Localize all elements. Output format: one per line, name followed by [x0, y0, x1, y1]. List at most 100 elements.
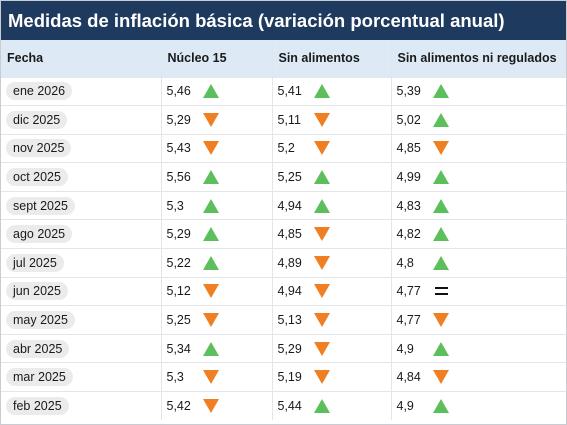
column-header-sin-alimentos-ni-regulados[interactable]: Sin alimentos ni regulados [390, 40, 566, 77]
value-text: 4,9 [396, 399, 414, 414]
triangle-down-icon [202, 313, 219, 328]
value-text: 4,82 [396, 227, 421, 242]
cell-sin-alimentos-ni-regulados: 4,9 [390, 391, 566, 421]
date-pill: jul 2025 [6, 253, 64, 272]
cell-sin-alimentos-ni-regulados: 5,02 [390, 105, 566, 135]
cell-sin-alimentos: 5,29 [271, 333, 391, 363]
cell-sin-alimentos: 5,44 [271, 391, 391, 421]
value-text: 5,13 [277, 313, 302, 328]
cell-nucleo-15: 5,12 [160, 276, 272, 306]
date-pill: ago 2025 [6, 225, 73, 244]
cell-nucleo-15: 5,42 [160, 391, 272, 421]
triangle-up-icon [313, 170, 330, 185]
cell-fecha: oct 2025 [1, 162, 161, 192]
triangle-up-icon [202, 341, 219, 356]
cell-nucleo-15: 5,46 [160, 76, 272, 106]
value-text: 4,77 [396, 284, 421, 299]
inflation-table: Fecha Núcleo 15 Sin alimentos Sin alimen… [1, 40, 566, 421]
cell-fecha: ago 2025 [1, 219, 161, 249]
triangle-down-icon [432, 370, 449, 385]
table-row: abr 2025 5,34 5,29 4,9 [1, 333, 566, 363]
triangle-up-icon [432, 341, 449, 356]
value-text: 5,22 [166, 255, 191, 270]
triangle-up-icon [432, 84, 449, 99]
cell-nucleo-15: 5,56 [160, 162, 272, 192]
table-row: jun 2025 5,12 4,94 4,77 [1, 276, 566, 306]
triangle-down-icon [313, 284, 330, 299]
date-pill: oct 2025 [6, 168, 68, 187]
cell-fecha: ene 2026 [1, 76, 161, 106]
triangle-up-icon [313, 399, 330, 414]
value-text: 5,25 [277, 170, 302, 185]
cell-fecha: nov 2025 [1, 133, 161, 163]
table-row: jul 2025 5,22 4,89 4,8 [1, 248, 566, 278]
cell-sin-alimentos: 4,85 [271, 219, 391, 249]
date-pill: may 2025 [6, 311, 75, 330]
cell-nucleo-15: 5,3 [160, 190, 272, 220]
value-text: 5,3 [166, 198, 184, 213]
cell-sin-alimentos: 5,19 [271, 362, 391, 392]
date-pill: abr 2025 [6, 339, 70, 358]
value-text: 4,94 [277, 198, 302, 213]
cell-sin-alimentos: 5,13 [271, 305, 391, 335]
value-text: 5,46 [166, 84, 191, 99]
cell-fecha: jun 2025 [1, 276, 161, 306]
value-text: 4,77 [396, 313, 421, 328]
triangle-up-icon [432, 255, 449, 270]
column-header-row: Fecha Núcleo 15 Sin alimentos Sin alimen… [1, 40, 566, 77]
triangle-up-icon [313, 198, 330, 213]
table-row: nov 2025 5,43 5,2 4,85 [1, 133, 566, 163]
value-text: 5,29 [166, 227, 191, 242]
table-row: ago 2025 5,29 4,85 4,82 [1, 219, 566, 249]
triangle-up-icon [432, 112, 449, 127]
value-text: 5,42 [166, 399, 191, 414]
triangle-down-icon [202, 370, 219, 385]
triangle-down-icon [202, 399, 219, 414]
triangle-up-icon [432, 227, 449, 242]
triangle-down-icon [313, 255, 330, 270]
cell-sin-alimentos: 5,41 [271, 76, 391, 106]
value-text: 5,29 [277, 341, 302, 356]
date-pill: feb 2025 [6, 397, 69, 416]
triangle-up-icon [202, 84, 219, 99]
cell-sin-alimentos-ni-regulados: 4,77 [390, 305, 566, 335]
value-text: 4,85 [396, 141, 421, 156]
cell-nucleo-15: 5,43 [160, 133, 272, 163]
cell-sin-alimentos-ni-regulados: 5,39 [390, 76, 566, 106]
date-pill: sept 2025 [6, 196, 75, 215]
cell-sin-alimentos: 4,94 [271, 190, 391, 220]
triangle-down-icon [313, 227, 330, 242]
table-row: oct 2025 5,56 5,25 4,99 [1, 162, 566, 192]
value-text: 4,85 [277, 227, 302, 242]
cell-sin-alimentos-ni-regulados: 4,8 [390, 248, 566, 278]
triangle-down-icon [313, 313, 330, 328]
date-pill: dic 2025 [6, 110, 68, 129]
value-text: 4,8 [396, 255, 414, 270]
table-row: sept 2025 5,3 4,94 4,83 [1, 190, 566, 220]
column-header-fecha[interactable]: Fecha [7, 51, 44, 66]
value-text: 5,29 [166, 112, 191, 127]
cell-sin-alimentos: 5,25 [271, 162, 391, 192]
value-text: 4,9 [396, 341, 414, 356]
triangle-up-icon [202, 198, 219, 213]
triangle-up-icon [313, 84, 330, 99]
value-text: 5,39 [396, 84, 421, 99]
table-row: may 2025 5,25 5,13 4,77 [1, 305, 566, 335]
cell-nucleo-15: 5,22 [160, 248, 272, 278]
cell-sin-alimentos-ni-regulados: 4,9 [390, 333, 566, 363]
cell-sin-alimentos-ni-regulados: 4,99 [390, 162, 566, 192]
value-text: 5,3 [166, 370, 184, 385]
table-row: feb 2025 5,42 5,44 4,9 [1, 391, 566, 421]
triangle-down-icon [202, 284, 219, 299]
value-text: 5,12 [166, 284, 191, 299]
column-header-sin-alimentos[interactable]: Sin alimentos [271, 40, 391, 77]
table-body: ene 2026 5,46 5,41 5,39 dic 2025 5,29 5,11 5,02… [1, 76, 566, 421]
cell-fecha: may 2025 [1, 305, 161, 335]
date-pill: ene 2026 [6, 82, 73, 101]
cell-nucleo-15: 5,3 [160, 362, 272, 392]
column-header-nucleo-15[interactable]: Núcleo 15 [160, 40, 272, 77]
triangle-up-icon [202, 227, 219, 242]
cell-sin-alimentos-ni-regulados: 4,85 [390, 133, 566, 163]
value-text: 5,41 [277, 84, 302, 99]
triangle-up-icon [432, 198, 449, 213]
